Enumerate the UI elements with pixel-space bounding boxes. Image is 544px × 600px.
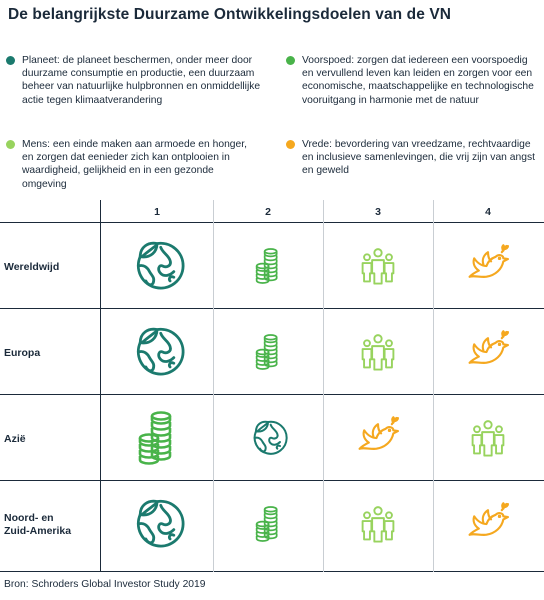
peace-dot-icon — [286, 140, 295, 149]
ranking-table: 1 2 3 4 Wereldwijd Europa Azië Noord- en Zui… — [0, 200, 544, 572]
bottom-divider — [0, 571, 544, 572]
peace-icon — [338, 398, 418, 478]
planet-icon — [117, 312, 197, 392]
row-divider — [0, 480, 544, 481]
people-icon — [338, 226, 418, 306]
legend-item-people: Mens: een einde maken aan armoede en hon… — [6, 138, 256, 191]
header-divider — [0, 222, 544, 223]
prosperity-icon — [228, 484, 308, 564]
legend-text-prosperity: Voorspoed: zorgen dat iedereen een voors… — [302, 55, 534, 106]
people-icon — [338, 312, 418, 392]
legend-text-planet: Planeet: de planeet beschermen, onder me… — [22, 55, 261, 106]
row-label: Noord- en Zuid-Amerika — [4, 512, 72, 537]
legend-item-prosperity: Voorspoed: zorgen dat iedereen een voors… — [286, 54, 536, 107]
row-divider — [0, 308, 544, 309]
legend-text-peace: Vrede: bevordering van vreedzame, rechtv… — [302, 139, 535, 177]
prosperity-dot-icon — [286, 56, 295, 65]
source-note: Bron: Schroders Global Investor Study 20… — [4, 579, 206, 590]
prosperity-icon — [228, 226, 308, 306]
column-header-1: 1 — [154, 206, 160, 218]
peace-icon — [448, 484, 528, 564]
prosperity-icon — [117, 398, 197, 478]
column-divider — [323, 200, 324, 572]
prosperity-icon — [228, 312, 308, 392]
legend-item-planet: Planeet: de planeet beschermen, onder me… — [6, 54, 274, 107]
people-dot-icon — [6, 140, 15, 149]
people-icon — [448, 398, 528, 478]
row-divider — [0, 394, 544, 395]
planet-icon — [228, 398, 308, 478]
people-icon — [338, 484, 418, 564]
column-header-3: 3 — [375, 206, 381, 218]
planet-dot-icon — [6, 56, 15, 65]
peace-icon — [448, 312, 528, 392]
legend-text-people: Mens: een einde maken aan armoede en hon… — [22, 139, 247, 190]
row-label: Wereldwijd — [4, 260, 60, 273]
column-header-4: 4 — [485, 206, 491, 218]
page-title: De belangrijkste Duurzame Ontwikkelingsd… — [8, 6, 452, 23]
label-column-divider — [100, 200, 101, 572]
row-label: Europa — [4, 346, 41, 359]
column-divider — [213, 200, 214, 572]
legend-item-peace: Vrede: bevordering van vreedzame, rechtv… — [286, 138, 536, 178]
column-divider — [433, 200, 434, 572]
peace-icon — [448, 226, 528, 306]
planet-icon — [117, 226, 197, 306]
row-label: Azië — [4, 432, 26, 445]
column-header-2: 2 — [265, 206, 271, 218]
planet-icon — [117, 484, 197, 564]
